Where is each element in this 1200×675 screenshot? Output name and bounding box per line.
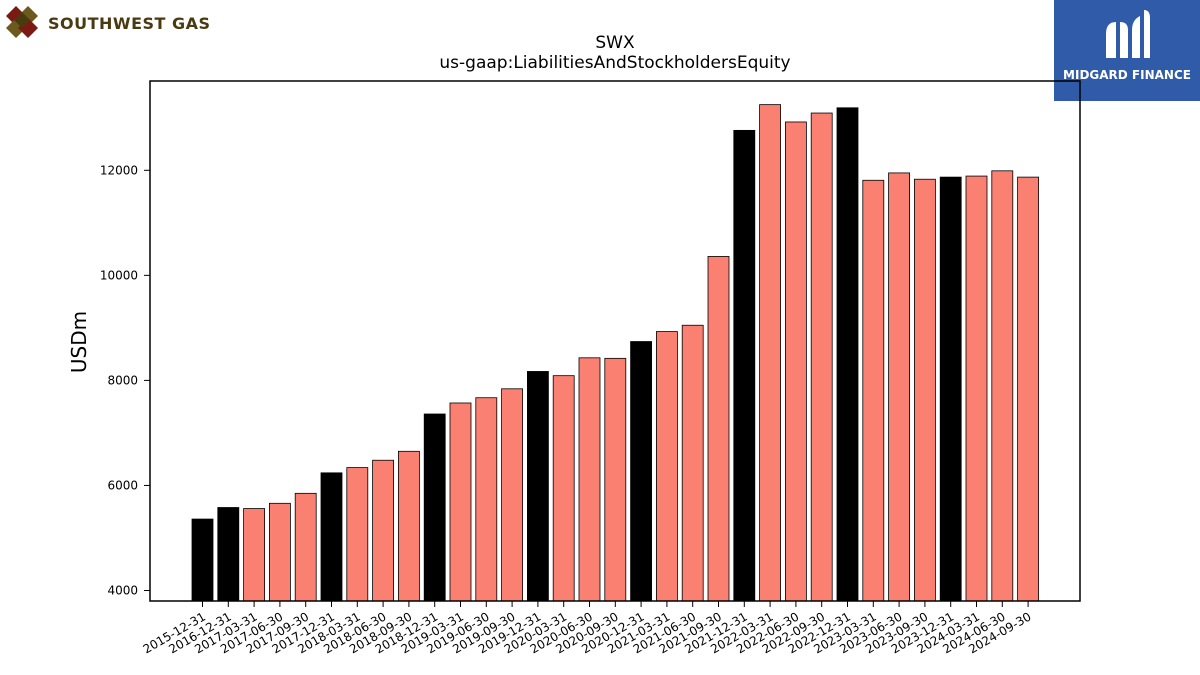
bar-2022-03-31	[759, 104, 781, 602]
bar-2024-03-31	[965, 175, 988, 602]
bar-2024-09-30	[1017, 176, 1039, 602]
bar-2019-09-30	[501, 388, 524, 602]
southwest-gas-logo-text: SOUTHWEST GAS	[48, 13, 211, 33]
bar-2021-06-30	[681, 324, 704, 602]
bar-2023-12-31	[939, 176, 962, 602]
bar-2023-03-31	[862, 179, 885, 602]
bar-2023-06-30	[888, 172, 910, 602]
bar-2018-03-31	[346, 467, 369, 602]
bar-2019-03-31	[449, 402, 472, 602]
bar-2018-12-31	[423, 413, 446, 602]
midgard-finance-emblem-icon	[1106, 10, 1150, 58]
bar-2020-09-30	[604, 357, 627, 602]
chart-subtitle: us-gaap:LiabilitiesAndStockholdersEquity	[439, 53, 790, 73]
bar-2017-09-30	[294, 492, 317, 602]
bar-2016-12-31	[217, 507, 240, 602]
bar-2017-12-31	[320, 472, 343, 602]
x-axis: 2015-12-312016-12-312017-03-312017-06-30…	[141, 601, 1034, 656]
chart-title: SWX	[595, 33, 635, 53]
bar-2022-06-30	[785, 121, 807, 602]
y-tick-label: 8000	[107, 373, 138, 387]
bar-2021-12-31	[733, 129, 756, 602]
bar-2017-03-31	[243, 508, 266, 602]
bar-2022-09-30	[810, 112, 833, 602]
bar-2020-12-31	[630, 341, 652, 602]
bar-2021-09-30	[707, 256, 730, 602]
y-tick-label: 6000	[107, 478, 138, 492]
bar-2019-06-30	[475, 397, 498, 602]
bar-2022-12-31	[836, 107, 859, 602]
southwest-gas-diamond-icon	[6, 6, 38, 38]
y-tick-label: 4000	[107, 583, 138, 597]
bar-2021-03-31	[656, 331, 678, 602]
midgard-finance-logo: MIDGARD FINANCE	[1054, 0, 1200, 101]
y-tick-label: 10000	[100, 268, 138, 282]
bar-2023-09-30	[914, 178, 936, 602]
bar-2015-12-31	[191, 518, 214, 602]
y-axis: 4000 6000 8000 10000 12000	[100, 163, 150, 597]
bar-2020-06-30	[578, 357, 601, 602]
bar-2018-06-30	[372, 459, 395, 602]
bars-group	[191, 104, 1039, 602]
bar-2024-06-30	[991, 170, 1014, 602]
midgard-finance-logo-text: MIDGARD FINANCE	[1063, 68, 1191, 82]
plot-frame	[149, 80, 1081, 602]
y-axis-label: USDm	[67, 311, 91, 373]
y-tick-label: 12000	[100, 163, 138, 177]
bar-2017-06-30	[268, 502, 291, 602]
bar-2019-12-31	[527, 371, 549, 602]
bar-2018-09-30	[397, 450, 420, 602]
southwest-gas-logo: SOUTHWEST GAS	[4, 4, 211, 42]
bar-2020-03-31	[552, 375, 575, 602]
